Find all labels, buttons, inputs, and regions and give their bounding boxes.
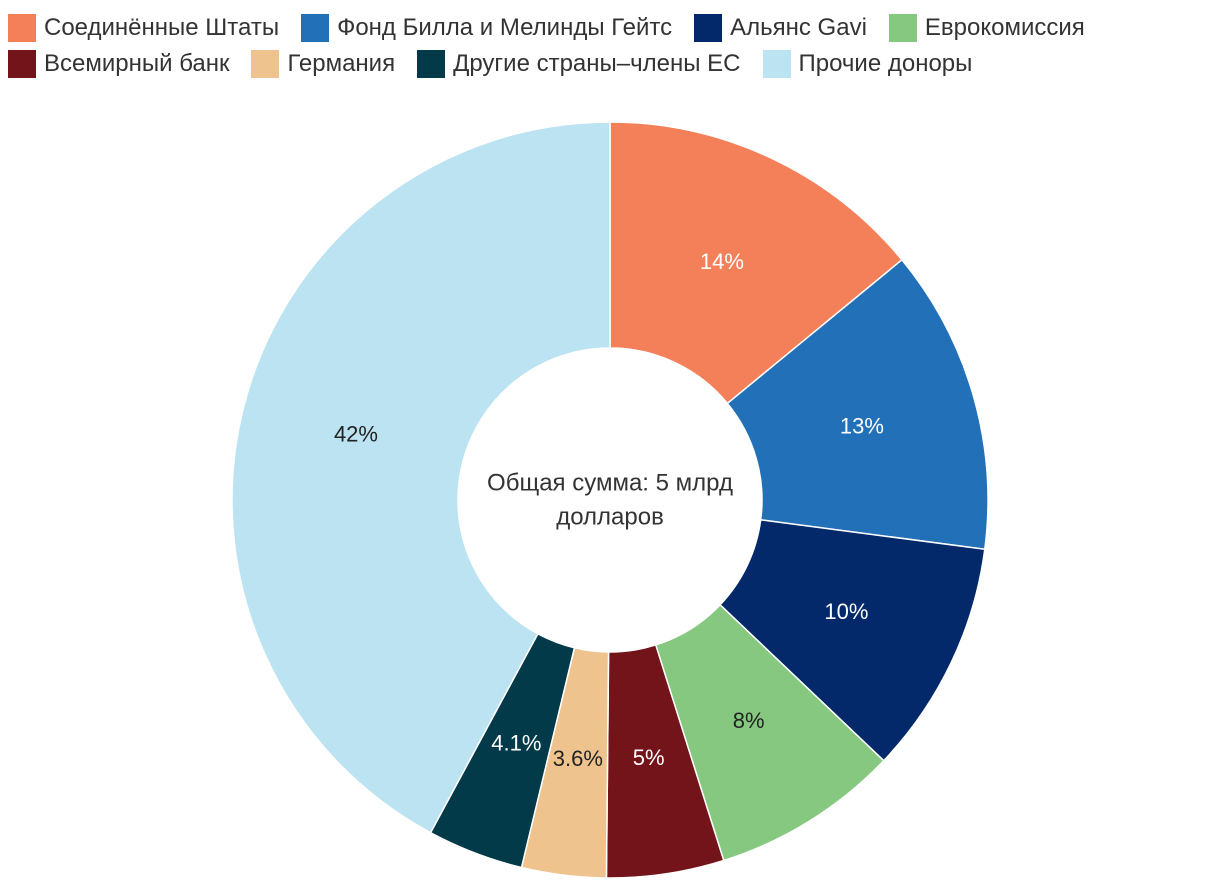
slice-value-label: 3.6%: [553, 746, 603, 771]
legend-swatch: [417, 50, 446, 78]
legend-item: Германия: [251, 50, 395, 78]
legend-row: Всемирный банк Германия Другие страны–член…: [8, 46, 1208, 82]
slice-value-label: 8%: [733, 708, 765, 733]
legend-swatch: [8, 50, 36, 78]
legend-item: Соединённые Штаты: [8, 14, 279, 42]
legend-item: Еврокомиссия: [888, 14, 1085, 42]
slice-value-label: 10%: [824, 599, 868, 624]
legend-swatch: [762, 50, 791, 78]
legend-item: Всемирный банк: [8, 50, 229, 78]
slice-2: [726, 258, 989, 551]
legend-label: Германия: [287, 50, 396, 77]
legend-item: Другие страны–члены ЕС: [417, 50, 741, 78]
legend-row: Соединённые Штаты Фонд Билла и Мелинды Ге…: [8, 10, 1208, 46]
legend-swatch: [301, 14, 330, 42]
legend-swatch: [251, 50, 280, 78]
slice-value-label: 4.1%: [491, 731, 541, 756]
legend-label: Другие страны–члены ЕС: [453, 50, 741, 77]
legend-item: Альянс Gavi: [694, 14, 867, 42]
legend-swatch: [694, 14, 723, 42]
legend-label: Прочие доноры: [798, 50, 973, 77]
legend-swatch: [8, 14, 36, 42]
legend-label: Соединённые Штаты: [44, 14, 280, 41]
slice-3: [719, 518, 986, 762]
legend-swatch: [888, 14, 917, 42]
chart-legend: Соединённые Штаты Фонд Билла и Мелинды Ге…: [8, 10, 1208, 82]
legend-label: Всемирный банк: [44, 50, 230, 77]
slice-value-label: 42%: [334, 422, 378, 447]
slice-8: [231, 121, 611, 834]
slice-1: [609, 121, 903, 405]
center-total-label: Общая сумма: 5 млрд: [487, 469, 733, 496]
legend-item: Прочие доноры: [762, 50, 973, 78]
legend-label: Фонд Билла и Мелинды Гейтс: [337, 14, 673, 41]
legend-label: Альянс Gavi: [730, 14, 867, 41]
legend-label: Еврокомиссия: [924, 14, 1085, 41]
legend-item: Фонд Билла и Мелинды Гейтс: [301, 14, 672, 42]
center-total-label: долларов: [556, 503, 664, 530]
slice-value-label: 5%: [633, 745, 665, 770]
slice-value-label: 13%: [840, 414, 884, 439]
slice-value-label: 14%: [700, 249, 744, 274]
